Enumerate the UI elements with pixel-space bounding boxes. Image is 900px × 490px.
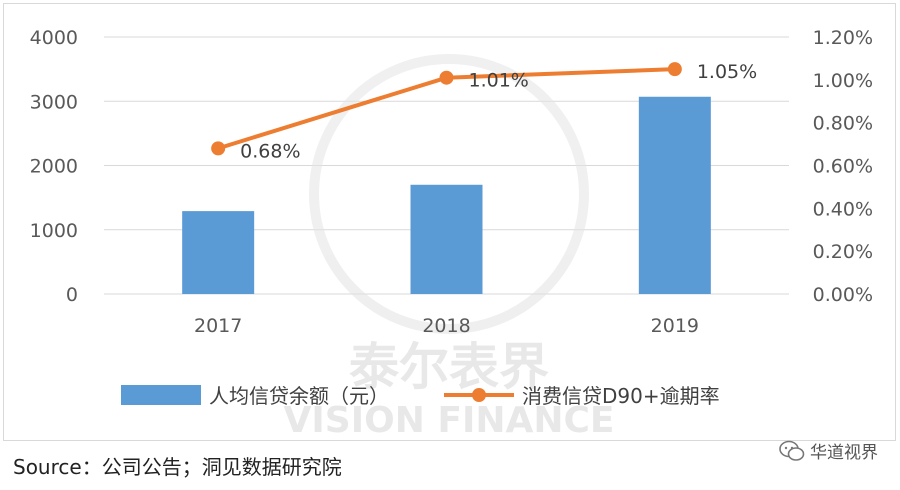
rate-label-2018: 1.01% — [469, 70, 529, 92]
right-axis-ticks: 0.00% 0.20% 0.40% 0.60% 0.80% 1.00% 1.20% — [813, 27, 873, 306]
left-tick-label: 4000 — [30, 27, 78, 49]
left-tick-label: 1000 — [30, 220, 78, 242]
bar-2018 — [410, 184, 483, 294]
bars — [182, 96, 711, 294]
watermark-cn: 泰尔表界 — [349, 338, 549, 396]
bar-2019 — [638, 96, 711, 294]
wechat-icon — [779, 440, 805, 461]
rate-point-2018 — [439, 70, 454, 85]
source-note: Source：公司公告；洞见数据研究院 — [13, 455, 342, 479]
legend: 人均信贷余额（元） 消费信贷D90+逾期率 — [121, 384, 720, 408]
x-tick-label: 2018 — [422, 315, 470, 337]
right-tick-label: 0.60% — [813, 156, 873, 178]
left-tick-label: 2000 — [30, 156, 78, 178]
right-tick-label: 1.00% — [813, 70, 873, 92]
left-axis-ticks: 0 1000 2000 3000 4000 — [30, 27, 78, 306]
rate-label-2017: 0.68% — [240, 140, 300, 162]
legend-line-marker — [472, 388, 486, 402]
x-axis-ticks: 2017 2018 2019 — [194, 315, 699, 337]
chart-frame: 泰尔表界 VISION FINANCE 0.68% 1.01% 1.05% 0 100… — [3, 3, 896, 441]
right-tick-label: 0.20% — [813, 241, 873, 263]
watermark-ring — [309, 54, 589, 334]
bar-2017 — [182, 211, 255, 294]
right-tick-label: 0.80% — [813, 113, 873, 135]
brand: 华道视界 — [779, 438, 878, 463]
rate-line: 0.68% 1.01% 1.05% — [211, 61, 757, 162]
left-tick-label: 0 — [66, 284, 78, 306]
brand-text: 华道视界 — [810, 443, 878, 463]
rate-point-2017 — [211, 141, 226, 156]
x-tick-label: 2017 — [194, 315, 242, 337]
right-tick-label: 0.00% — [813, 284, 873, 306]
right-tick-label: 0.40% — [813, 198, 873, 220]
left-tick-label: 3000 — [30, 91, 78, 113]
x-tick-label: 2019 — [651, 315, 699, 337]
legend-line-label: 消费信贷D90+逾期率 — [522, 384, 720, 408]
right-tick-label: 1.20% — [813, 27, 873, 49]
rate-point-2019 — [667, 62, 682, 77]
watermark-en: VISION FINANCE — [284, 400, 615, 441]
chart: 泰尔表界 VISION FINANCE 0.68% 1.01% 1.05% 0 100… — [30, 27, 873, 441]
rate-label-2019: 1.05% — [697, 61, 757, 83]
legend-bar-swatch — [121, 385, 201, 405]
legend-bar-label: 人均信贷余额（元） — [209, 384, 389, 408]
watermark: 泰尔表界 VISION FINANCE — [284, 54, 615, 441]
